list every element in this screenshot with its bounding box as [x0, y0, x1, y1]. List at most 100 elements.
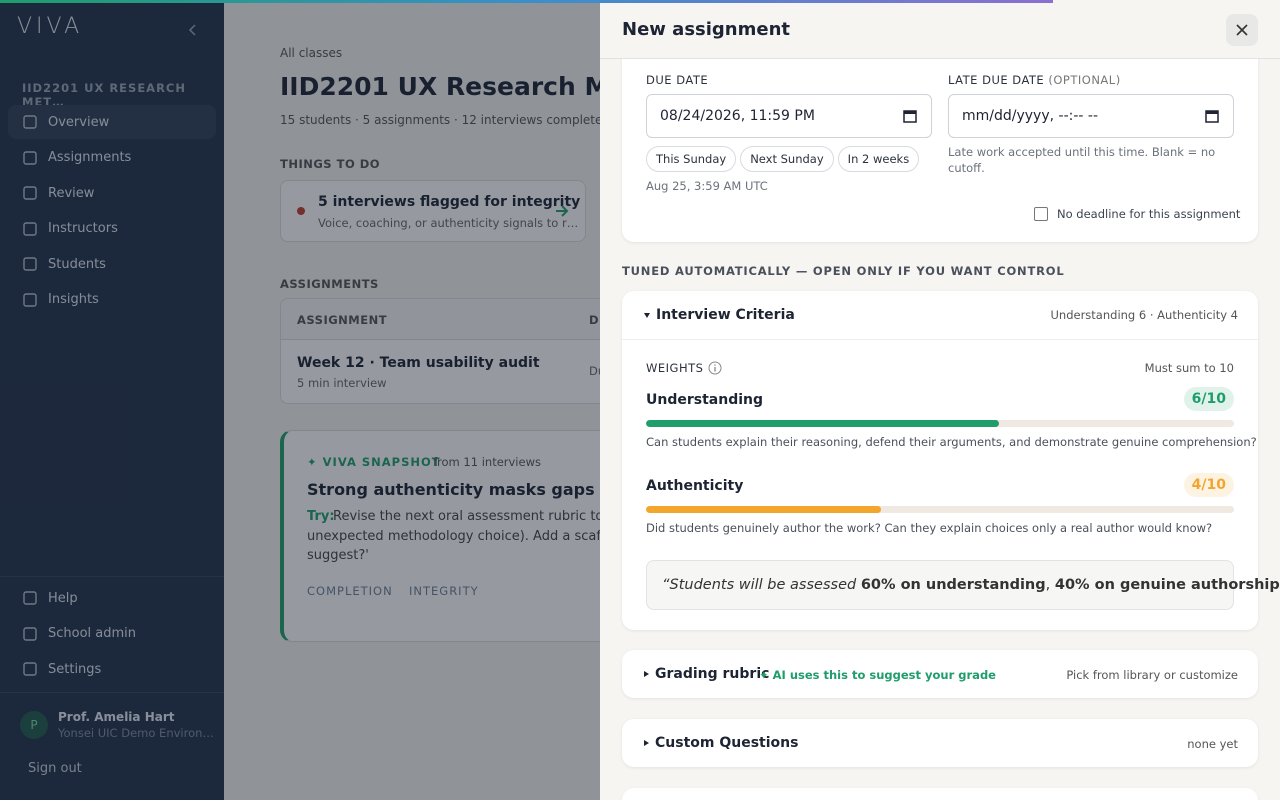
accordion-title: Interview Criteria [656, 307, 795, 323]
main-content: All classes IID2201 UX Research Metho 15… [224, 0, 600, 800]
sign-out[interactable]: Sign out [28, 761, 82, 776]
nav-label: Settings [48, 661, 102, 677]
accordion-toggle[interactable]: Grading rubric [644, 666, 769, 682]
quote-text: “Students will be assessed [662, 577, 861, 593]
tag[interactable]: COMPLETION [307, 584, 393, 598]
late-date-input[interactable]: mm/dd/yyyy, --:-- -- [948, 94, 1234, 138]
input-placeholder: mm/dd/yyyy, --:-- -- [962, 108, 1099, 124]
weight-track[interactable] [646, 506, 1234, 513]
accordion-title: Custom Questions [655, 735, 799, 751]
criteria-summary: Understanding 6 · Authenticity 4 [1050, 308, 1239, 322]
criterion-description: Can students explain their reasoning, de… [646, 435, 1257, 449]
divider [622, 339, 1258, 340]
todo-subtitle: Voice, coaching, or authenticity signals… [318, 216, 579, 230]
nav-item[interactable]: Insights [8, 283, 216, 317]
nav-icon [23, 150, 37, 165]
nav-item[interactable]: School admin [8, 617, 216, 651]
assignments-table: ASSIGNMENT DU Week 12 · Team usability a… [280, 298, 600, 404]
snapshot-source: from 11 interviews [433, 455, 541, 469]
collapse-icon[interactable] [188, 24, 198, 36]
assignment-due: Du [589, 364, 600, 378]
snapshot-text: unexpected methodology choice). Add a sc… [307, 529, 600, 544]
close-icon [1236, 24, 1248, 36]
checkbox-label[interactable]: No deadline for this assignment [1057, 207, 1241, 221]
status-dot [297, 207, 305, 215]
weight-bar [646, 420, 999, 427]
date-chip[interactable]: In 2 weeks [837, 146, 920, 172]
divider [0, 576, 224, 577]
column-header: ASSIGNMENT [297, 313, 388, 327]
accordion-toggle[interactable]: Interview Criteria [644, 307, 795, 323]
utc-note: Aug 25, 3:59 AM UTC [646, 179, 768, 193]
quote-emphasis: 40% on genuine authorship [1054, 577, 1280, 593]
checkbox[interactable] [1034, 207, 1048, 221]
snapshot-label: ✦ VIVA SNAPSHOT [307, 455, 441, 469]
nav-item[interactable]: Overview [8, 105, 216, 139]
progress-bar [0, 0, 1053, 3]
quote-emphasis: 60% on understanding [860, 577, 1046, 593]
arrow-icon [556, 205, 569, 217]
weights-quote: “Students will be assessed 60% on unders… [646, 560, 1280, 610]
section-heading: TUNED AUTOMATICALLY — OPEN ONLY IF YOU W… [622, 264, 1065, 278]
weight-track[interactable] [646, 420, 1234, 427]
class-stats: 15 students · 5 assignments · 12 intervi… [280, 113, 600, 127]
optional-label: (OPTIONAL) [1048, 73, 1121, 87]
nav-label: Overview [48, 114, 110, 130]
date-chip[interactable]: This Sunday [646, 146, 737, 172]
nav-icon [23, 292, 37, 307]
field-label: DUE DATE [646, 73, 709, 87]
divider [0, 692, 224, 693]
nav-icon [23, 257, 37, 271]
rubric-hint: Pick from library or customize [1066, 668, 1238, 682]
date-chip[interactable]: Next Sunday [740, 146, 834, 172]
logo[interactable]: VIVA [17, 14, 84, 39]
snapshot-text: suggest?' [307, 548, 369, 563]
calendar-icon[interactable] [903, 109, 917, 123]
more-card[interactable] [622, 788, 1258, 800]
accordion-title: Grading rubric [655, 666, 770, 682]
nav-item[interactable]: Instructors [8, 212, 216, 246]
snapshot-title: Strong authenticity masks gaps in crea [307, 480, 600, 499]
info-icon[interactable] [708, 361, 722, 375]
input-value: 08/24/2026, 11:59 PM [660, 108, 815, 124]
nav-icon [23, 662, 37, 676]
drawer: DUE DATE 08/24/2026, 11:59 PM This Sunda… [600, 0, 1280, 800]
questions-card[interactable]: Custom Questions none yet [622, 719, 1258, 767]
criteria-card: Interview Criteria Understanding 6 · Aut… [622, 291, 1280, 630]
nav-item[interactable]: Review [8, 176, 216, 210]
criterion-description: Did students genuinely author the work? … [646, 521, 1213, 535]
section-heading: THINGS TO DO [280, 157, 381, 171]
breadcrumb[interactable]: All classes [280, 46, 343, 60]
criterion-name: Understanding [646, 392, 764, 408]
nav-label: Review [48, 185, 95, 201]
todo-card[interactable]: 5 interviews flagged for integrity Voice… [280, 180, 586, 242]
nav-item[interactable]: Settings [8, 652, 216, 686]
due-date-input[interactable]: 08/24/2026, 11:59 PM [646, 94, 932, 138]
user-name: Prof. Amelia Hart [58, 710, 175, 724]
nav-icon [23, 626, 37, 641]
questions-hint: none yet [1187, 737, 1238, 751]
tag[interactable]: INTEGRITY [409, 584, 479, 598]
column-header: DU [589, 313, 600, 327]
modal-backdrop[interactable] [0, 0, 600, 800]
assignment-title[interactable]: Week 12 · Team usability audit [297, 355, 540, 371]
user-org: Yonsei UIC Demo Environ… [58, 726, 214, 740]
nav-label: Insights [48, 292, 99, 307]
snapshot-card: ✦ VIVA SNAPSHOT from 11 interviews Stron… [280, 430, 600, 642]
table-header [281, 299, 600, 340]
field-label: LATE DUE DATE [948, 73, 1045, 87]
sidebar: VIVA IID2201 UX RESEARCH MET… Overview As… [0, 0, 224, 800]
nav-item[interactable]: Help [8, 581, 216, 615]
nav-item[interactable]: Students [8, 247, 216, 281]
nav-label: Assignments [48, 150, 132, 165]
rubric-card[interactable]: Grading rubric ✦ AI uses this to suggest… [622, 650, 1258, 698]
calendar-icon[interactable] [1205, 109, 1219, 123]
ai-note: ✦ AI uses this to suggest your grade [759, 668, 996, 682]
close-button[interactable] [1226, 14, 1258, 46]
drawer-title: New assignment [622, 19, 790, 40]
accordion-toggle[interactable]: Custom Questions [644, 735, 798, 751]
nav-item[interactable]: Assignments [8, 141, 216, 175]
quote-text: , [1045, 577, 1055, 593]
nav-label: Instructors [48, 221, 118, 236]
drawer-header: New assignment [600, 0, 1280, 59]
